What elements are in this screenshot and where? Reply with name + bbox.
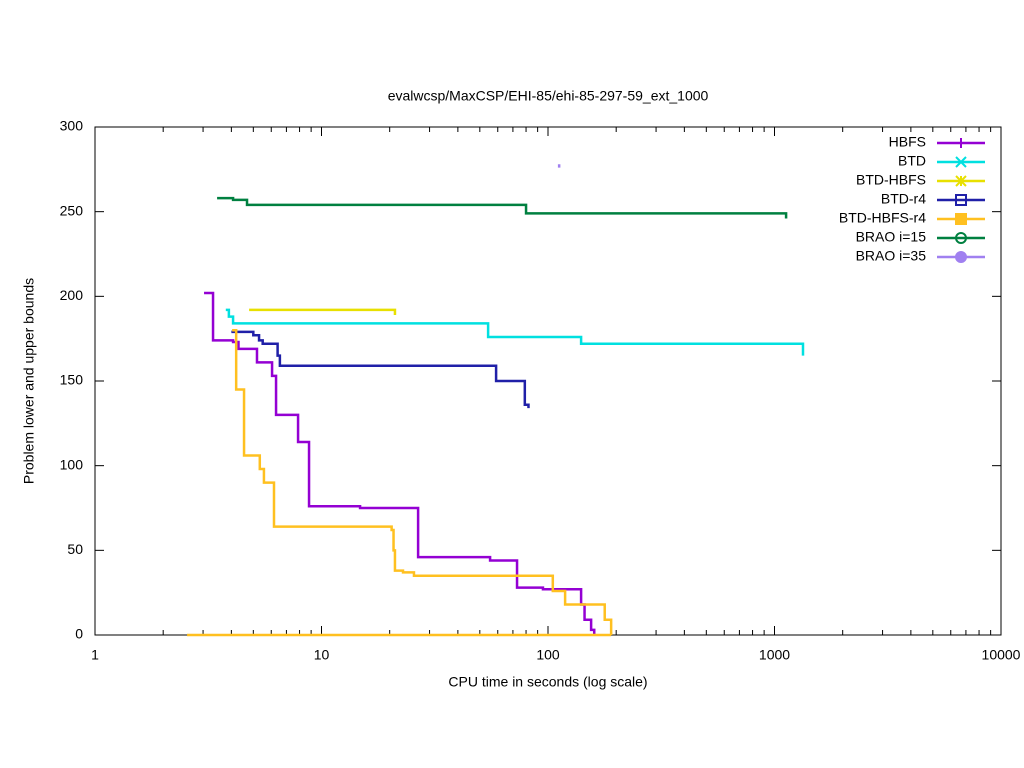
legend-label: BTD-HBFS xyxy=(856,172,926,188)
y-tick-label: 200 xyxy=(60,287,84,303)
series-line xyxy=(231,330,530,409)
legend-label: BRAO i=15 xyxy=(856,229,927,245)
x-tick-label: 10 xyxy=(314,647,330,663)
series-line xyxy=(187,328,613,637)
legend-marker xyxy=(955,156,967,168)
y-tick-label: 100 xyxy=(60,456,84,472)
y-axis-label: Problem lower and upper bounds xyxy=(21,278,37,484)
x-tick-label: 10000 xyxy=(982,647,1021,663)
legend-label: BTD-HBFS-r4 xyxy=(839,210,926,226)
legend-marker xyxy=(955,194,967,206)
x-tick-label: 100 xyxy=(536,647,560,663)
series-line xyxy=(249,308,397,315)
y-tick-label: 50 xyxy=(67,541,83,557)
legend-marker xyxy=(956,138,966,148)
series-line xyxy=(217,196,788,219)
legend-marker xyxy=(955,251,967,263)
legend-label: BTD-r4 xyxy=(881,191,926,207)
chart-title: evalwcsp/MaxCSP/EHI-85/ehi-85-297-59_ext… xyxy=(388,88,709,104)
legend-marker xyxy=(955,213,967,225)
series-line xyxy=(225,308,805,356)
legend-label: BRAO i=35 xyxy=(856,248,927,264)
legend-marker xyxy=(955,232,967,244)
legend-label: HBFS xyxy=(889,134,926,150)
x-tick-label: 1 xyxy=(91,647,99,663)
legend-label: BTD xyxy=(898,153,926,169)
y-tick-label: 150 xyxy=(60,372,84,388)
x-tick-label: 1000 xyxy=(759,647,790,663)
y-tick-label: 300 xyxy=(60,118,84,134)
legend-marker xyxy=(955,175,967,187)
y-tick-label: 0 xyxy=(75,626,83,642)
x-axis-label: CPU time in seconds (log scale) xyxy=(448,674,647,690)
y-tick-label: 250 xyxy=(60,202,84,218)
